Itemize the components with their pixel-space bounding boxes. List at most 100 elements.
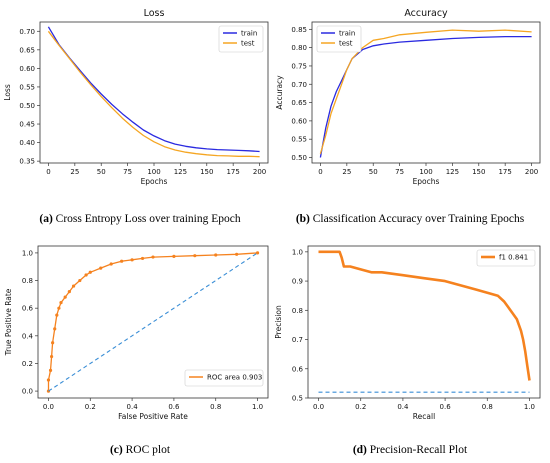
roc-point [49,354,54,359]
precision-recall-chart: 0.0 0.2 0.4 0.6 0.8 1.0 0.5 0.6 0.7 0.8 0.9 1.0 Reca… [274,245,541,421]
caption-b-label: (b) [296,213,310,225]
y-tick-label: 0.8 [292,307,303,315]
y-tick-label: 0.0 [22,388,33,396]
legend-label: ROC area 0.903 [207,374,262,382]
legend: train test [218,25,264,53]
y-tick-label: 0.8 [22,277,33,285]
caption-d-text: Precision-Recall Plot [367,444,468,456]
roc-point [84,273,88,277]
y-tick-label: 0.70 [19,28,35,36]
x-tick-label: 150 [472,168,485,176]
roc-point [214,253,218,257]
caption-b-text: Classification Accuracy over Training Ep… [310,213,525,225]
y-tick-label: 0.9 [292,278,303,286]
x-tick-label: 175 [226,168,239,176]
x-tick-label: 25 [342,168,351,176]
x-tick-label: 0.4 [127,403,139,411]
x-tick-label: 0.2 [355,403,366,411]
x-tick-label: 0.0 [313,403,324,411]
y-tick-label: 0.55 [291,136,307,144]
roc-point [109,262,113,266]
y-axis-label: True Positive Rate [4,288,13,356]
x-tick-label: 200 [253,168,266,176]
y-tick-label: 0.60 [19,65,35,73]
x-tick-label: 100 [147,168,160,176]
y-tick-label: 0.45 [19,121,35,129]
x-tick-label: 0 [318,168,322,176]
x-axis-label: Recall [413,412,435,421]
caption-c-text: ROC plot [123,444,171,456]
x-axis-label: Epochs [413,177,440,186]
loss-chart: Loss 0 25 50 75 100 125 150 175 200 0.35 0.40 0.45 0.… [3,8,269,186]
series-line-f1-0-841 [318,250,531,381]
x-tick-label: 75 [395,168,404,176]
roc-point [151,255,155,259]
roc-point [57,306,61,310]
legend-label: f1 0.841 [499,254,528,262]
legend: f1 0.841 [476,249,536,267]
roc-point [59,301,63,305]
chart-title: Accuracy [404,8,448,19]
x-tick-label: 150 [200,168,213,176]
y-tick-label: 0.5 [292,395,303,403]
y-tick-label: 0.40 [19,139,35,147]
y-axis-label: Precision [274,305,283,339]
x-tick-label: 0.8 [482,403,493,411]
plot-frame [37,245,269,399]
roc-point [99,266,103,270]
legend-label: test [241,40,255,48]
y-tick-label: 0.4 [22,332,34,340]
x-tick-label: 125 [446,168,459,176]
y-axis-label: Loss [3,84,12,101]
y-tick-label: 1.0 [292,248,303,256]
x-tick-label: 25 [70,168,79,176]
roc-point [172,254,176,258]
y-tick-label: 0.65 [291,99,307,107]
x-axis-label: Epochs [141,177,168,186]
series-line-train [47,26,260,153]
y-axis-label: Accuracy [275,75,284,110]
series-line-train [319,35,532,158]
roc-point [120,259,124,263]
caption-d-label: (d) [353,444,367,456]
y-tick-label: 0.85 [291,26,307,34]
x-tick-label: 0.6 [168,403,180,411]
series-line-roc-area-0-903 [47,252,258,392]
x-tick-label: 175 [498,168,511,176]
legend: ROC area 0.903 [184,369,264,387]
caption-a: (a) Cross Entropy Loss over training Epo… [39,213,240,225]
caption-b: (b) Classification Accuracy over Trainin… [296,213,525,225]
series-line-test [47,30,260,158]
roc-point [193,254,197,258]
x-tick-label: 200 [525,168,538,176]
roc-point [130,258,134,262]
x-axis-label: False Positive Rate [118,412,188,421]
caption-c-label: (c) [110,444,123,456]
y-tick-label: 0.50 [19,102,35,110]
x-tick-label: 1.0 [524,403,535,411]
caption-a-text: Cross Entropy Loss over training Epoch [53,213,241,225]
legend-box [184,369,264,387]
y-tick-label: 1.0 [22,249,33,257]
x-tick-label: 50 [369,168,378,176]
legend: train test [316,25,362,53]
x-tick-label: 125 [174,168,187,176]
x-tick-label: 0.4 [397,403,409,411]
legend-label: test [339,40,353,48]
roc-point [51,341,55,345]
roc-point [71,284,76,288]
y-tick-label: 0.60 [291,117,307,125]
legend-box [476,249,536,267]
x-tick-label: 0.0 [43,403,54,411]
x-tick-label: 0.6 [440,403,452,411]
y-tick-label: 0.7 [292,336,303,344]
x-tick-label: 0.2 [85,403,96,411]
roc-point [55,313,59,317]
y-tick-label: 0.35 [19,158,35,166]
roc-point [46,378,51,382]
y-tick-label: 0.55 [19,83,35,91]
y-tick-label: 0.6 [22,305,34,313]
chart-title: Loss [144,8,165,19]
y-tick-label: 0.65 [19,46,35,54]
